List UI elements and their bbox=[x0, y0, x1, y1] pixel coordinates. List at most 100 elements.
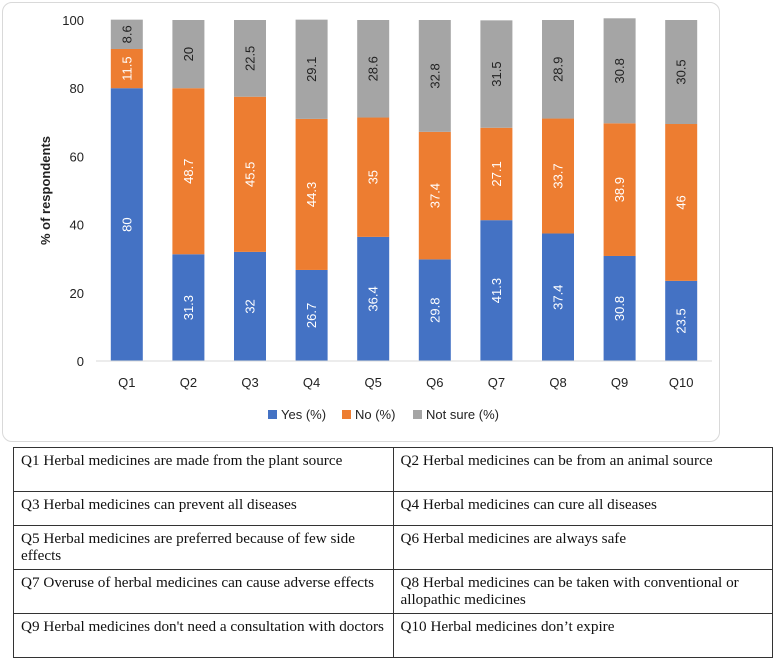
bar-data-label: 33.7 bbox=[551, 163, 566, 188]
bar-segment-q4-no bbox=[295, 118, 328, 270]
legend-swatch bbox=[342, 410, 351, 419]
y-tick-label: 20 bbox=[70, 286, 84, 301]
table-row: Q1 Herbal medicines are made from the pl… bbox=[13, 447, 773, 492]
x-tick-label: Q3 bbox=[241, 375, 258, 390]
legend-swatch bbox=[413, 410, 422, 419]
bar-data-label: 8.6 bbox=[119, 25, 134, 43]
bar-segment-q1-not-sure bbox=[110, 19, 143, 49]
bar-segment-q10-yes bbox=[665, 280, 698, 361]
bar-segment-q2-yes bbox=[172, 254, 205, 361]
x-tick-label: Q7 bbox=[488, 375, 505, 390]
table-row: Q9 Herbal medicines don't need a consult… bbox=[13, 613, 773, 658]
table-cell-q8: Q8 Herbal medicines can be taken with co… bbox=[392, 569, 773, 614]
y-tick-label: 80 bbox=[70, 81, 84, 96]
bar-segment-q5-no bbox=[357, 117, 390, 237]
y-axis-title: % of respondents bbox=[38, 136, 53, 245]
question-key-table: Q1 Herbal medicines are made from the pl… bbox=[13, 447, 773, 658]
bar-segment-q5-yes bbox=[357, 236, 390, 361]
legend-label: No (%) bbox=[355, 407, 395, 422]
table-cell-q5: Q5 Herbal medicines are preferred becaus… bbox=[13, 525, 394, 570]
bar-segment-q2-no bbox=[172, 88, 205, 255]
bar-segment-q6-no bbox=[418, 131, 451, 260]
legend-label: Yes (%) bbox=[281, 407, 326, 422]
bar-segment-q7-not-sure bbox=[480, 20, 513, 128]
bar-data-label: 37.4 bbox=[551, 285, 566, 310]
y-tick-label: 40 bbox=[70, 218, 84, 233]
bar-segment-q8-not-sure bbox=[542, 20, 574, 119]
bar-data-label: 44.3 bbox=[304, 182, 319, 207]
bar-segment-q3-no bbox=[234, 96, 266, 252]
bar-data-label: 28.9 bbox=[551, 57, 566, 82]
bar-data-label: 22.5 bbox=[243, 46, 258, 71]
bar-segment-q3-not-sure bbox=[234, 20, 266, 97]
bar-data-label: 31.3 bbox=[181, 295, 196, 320]
bar-data-label: 35 bbox=[366, 170, 381, 184]
bar-segment-q2-not-sure bbox=[172, 20, 205, 89]
bar-data-label: 37.4 bbox=[427, 183, 442, 208]
bar-data-label: 30.5 bbox=[674, 59, 689, 84]
legend-label: Not sure (%) bbox=[426, 407, 499, 422]
bar-data-label: 28.6 bbox=[366, 56, 381, 81]
bar-data-label: 29.8 bbox=[427, 298, 442, 323]
bar-data-label: 45.5 bbox=[243, 162, 258, 187]
x-tick-label: Q10 bbox=[669, 375, 694, 390]
bar-segment-q1-no bbox=[110, 48, 143, 89]
bar-data-label: 26.7 bbox=[304, 303, 319, 328]
bar-data-label: 30.8 bbox=[612, 296, 627, 321]
bar-data-label: 48.7 bbox=[181, 159, 196, 184]
bar-data-label: 30.8 bbox=[612, 58, 627, 83]
legend-swatch bbox=[268, 410, 277, 419]
bar-segment-q5-not-sure bbox=[357, 20, 390, 118]
bar-data-label: 41.3 bbox=[489, 278, 504, 303]
x-tick-label: Q2 bbox=[180, 375, 197, 390]
table-cell-q9: Q9 Herbal medicines don't need a consult… bbox=[13, 613, 394, 658]
table-cell-q4: Q4 Herbal medicines can cure all disease… bbox=[392, 491, 773, 526]
bar-segment-q6-yes bbox=[418, 259, 451, 361]
bar-segment-q9-not-sure bbox=[603, 18, 636, 124]
bar-data-label: 32.8 bbox=[427, 63, 442, 88]
x-tick-label: Q8 bbox=[549, 375, 566, 390]
bar-segment-q1-yes bbox=[110, 88, 143, 361]
bar-segment-q7-yes bbox=[480, 220, 513, 361]
bar-data-label: 29.1 bbox=[304, 57, 319, 82]
y-tick-label: 100 bbox=[62, 13, 84, 28]
x-tick-label: Q6 bbox=[426, 375, 443, 390]
bar-segment-q4-yes bbox=[295, 269, 328, 361]
table-cell-q7: Q7 Overuse of herbal medicines can cause… bbox=[13, 569, 394, 614]
x-tick-label: Q4 bbox=[303, 375, 320, 390]
bar-data-label: 46 bbox=[674, 195, 689, 209]
bar-data-label: 36.4 bbox=[366, 286, 381, 311]
bar-segment-q9-no bbox=[603, 123, 636, 256]
bar-data-label: 23.5 bbox=[674, 308, 689, 333]
table-cell-q2: Q2 Herbal medicines can be from an anima… bbox=[392, 447, 773, 492]
y-tick-label: 0 bbox=[77, 354, 84, 369]
y-tick-label: 60 bbox=[70, 149, 84, 164]
bar-segment-q8-yes bbox=[542, 233, 574, 361]
bar-data-label: 20 bbox=[181, 47, 196, 61]
bar-data-label: 27.1 bbox=[489, 161, 504, 186]
bar-segment-q10-not-sure bbox=[665, 20, 698, 125]
bar-data-label: 80 bbox=[119, 217, 134, 231]
bar-segment-q6-not-sure bbox=[418, 20, 451, 132]
table-cell-q10: Q10 Herbal medicines don’t expire bbox=[392, 613, 773, 658]
bar-data-label: 31.5 bbox=[489, 61, 504, 86]
bar-segment-q4-not-sure bbox=[295, 19, 328, 119]
bar-segment-q7-no bbox=[480, 127, 513, 221]
table-row: Q3 Herbal medicines can prevent all dise… bbox=[13, 491, 773, 526]
x-tick-label: Q9 bbox=[611, 375, 628, 390]
stacked-bar-chart: 0 20 40 60 80 100 % of respondents 80 11.5 8.6 Q1 3… bbox=[38, 13, 712, 422]
bar-segment-q8-no bbox=[542, 118, 574, 234]
bar-segment-q9-yes bbox=[603, 255, 636, 361]
bar-segment-q10-no bbox=[665, 124, 698, 281]
bar-data-label: 32 bbox=[243, 299, 258, 313]
bar-segment-q3-yes bbox=[234, 251, 266, 361]
table-cell-q6: Q6 Herbal medicines are always safe bbox=[392, 525, 773, 570]
bar-data-label: 11.5 bbox=[119, 56, 134, 80]
table-row: Q5 Herbal medicines are preferred becaus… bbox=[13, 525, 773, 570]
x-tick-label: Q1 bbox=[118, 375, 135, 390]
table-cell-q1: Q1 Herbal medicines are made from the pl… bbox=[13, 447, 394, 492]
table-cell-q3: Q3 Herbal medicines can prevent all dise… bbox=[13, 491, 394, 526]
table-row: Q7 Overuse of herbal medicines can cause… bbox=[13, 569, 773, 614]
x-tick-label: Q5 bbox=[365, 375, 382, 390]
bar-data-label: 38.9 bbox=[612, 177, 627, 202]
